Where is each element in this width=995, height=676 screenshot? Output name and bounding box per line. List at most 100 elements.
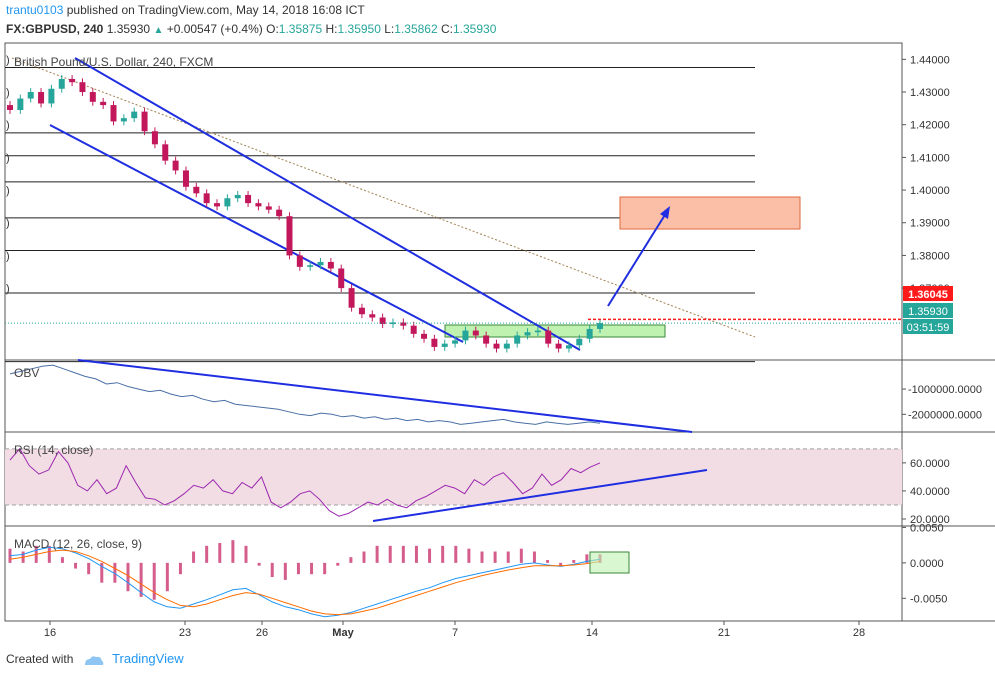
channel-lower-line [49, 124, 464, 343]
price-edge-tick: ) [6, 87, 10, 99]
candle-body [245, 194, 252, 204]
close-label: C: [441, 22, 453, 36]
candle-body [379, 317, 386, 325]
macd-histogram-bar [336, 562, 340, 566]
macd-histogram-bar [388, 545, 392, 563]
macd-histogram-bar [270, 562, 274, 578]
price-tick-label: 1.39000 [910, 218, 950, 230]
projection-arrow [607, 209, 669, 307]
candle-body [38, 92, 45, 104]
macd-histogram-bar [152, 562, 156, 600]
publish-text: published on TradingView.com, May 14, 20… [66, 3, 365, 17]
candle-body [338, 268, 345, 289]
target-zone-box [619, 196, 801, 230]
tradingview-link[interactable]: TradingView [112, 651, 184, 666]
time-tick-label: 16 [44, 627, 56, 639]
candle-body [586, 328, 593, 339]
footer: Created with TradingView [6, 651, 184, 666]
last-price-label: 1.35930 [908, 306, 948, 318]
price-edge-tick: ) [6, 218, 10, 230]
channel-upper-line [74, 57, 581, 351]
price-edge-tick: ) [6, 283, 10, 295]
time-tick-label: 14 [586, 627, 598, 639]
candle-body [545, 330, 552, 344]
candle-body [48, 88, 55, 104]
candle-body [110, 105, 117, 122]
candle-body [441, 343, 448, 347]
candle-body [576, 338, 583, 346]
price-pane-title: British Pound/U.S. Dollar, 240, FXCM [14, 55, 213, 69]
obv-tick-label: -1000000.0000 [908, 384, 982, 396]
macd-histogram-bar [454, 545, 458, 563]
symbol-bar: FX:GBPUSD, 240 1.35930 ▲ +0.00547 (+0.4%… [6, 22, 496, 36]
obv-trendline [77, 359, 693, 433]
candle-body [317, 261, 324, 266]
open-label: O: [266, 22, 279, 36]
candle-body [597, 323, 603, 329]
up-triangle-icon: ▲ [153, 25, 164, 36]
close-value: 1.35930 [453, 22, 497, 36]
macd-histogram-bar [493, 551, 497, 563]
signal-line [9, 549, 601, 616]
candle-body [27, 92, 34, 99]
candle-body [255, 203, 262, 207]
candle-body [565, 345, 572, 349]
trendline-dotted [11, 57, 756, 338]
candle-body [369, 314, 376, 318]
price-tick-label: 1.42000 [910, 120, 950, 132]
author-link[interactable]: trantu0103 [6, 3, 64, 17]
time-tick-label: 7 [452, 627, 458, 639]
macd-histogram-bar [126, 562, 130, 592]
candle-body [514, 335, 521, 344]
candle-body [224, 198, 231, 207]
countdown-label: 03:51:59 [907, 322, 950, 334]
macd-histogram-bar [283, 562, 287, 580]
candle-body [141, 111, 148, 132]
candle-body [296, 255, 303, 267]
time-tick-label: May [332, 627, 354, 639]
candle-body [17, 98, 24, 110]
candle-body [555, 343, 562, 349]
price-edge-tick: ) [6, 152, 10, 164]
macd-histogram-bar [296, 562, 300, 575]
macd-histogram-bar [428, 548, 432, 563]
macd-histogram-bar [100, 562, 104, 583]
time-tick-label: 26 [256, 627, 268, 639]
macd-histogram-bar [244, 545, 248, 563]
macd-histogram-bar [349, 557, 353, 563]
macd-histogram-bar [165, 562, 169, 592]
low-value: 1.35862 [394, 22, 438, 36]
candle-body [431, 338, 438, 347]
candle-body [79, 82, 86, 93]
macd-histogram-bar [323, 562, 327, 575]
macd-histogram-bar [467, 548, 471, 563]
candle-body [493, 343, 500, 349]
candle-body [307, 265, 314, 267]
candle-body [452, 340, 459, 344]
rsi-band [5, 448, 902, 505]
price-tick-label: 1.41000 [910, 152, 950, 164]
macd-line [9, 546, 601, 618]
macd-histogram-bar [401, 545, 405, 563]
candle-body [462, 330, 469, 341]
high-value: 1.35950 [337, 22, 381, 36]
macd-tick-label: 0.0050 [910, 522, 944, 534]
rsi-trendline [372, 469, 708, 522]
macd-histogram-bar [441, 545, 445, 563]
last-price-label-bg [903, 303, 953, 318]
price-edge-tick: ) [6, 54, 10, 66]
candle-body [151, 131, 158, 145]
obv-tick-label: -2000000.0000 [908, 409, 982, 421]
macd-histogram-bar [231, 540, 235, 563]
candle-body [358, 307, 365, 315]
macd-histogram-bar [362, 551, 366, 563]
price-edge-tick: ) [6, 185, 10, 197]
candle-body [7, 105, 13, 110]
candle-body [534, 330, 541, 333]
candle-body [524, 332, 531, 336]
created-with-text: Created with [6, 652, 74, 666]
rsi-tick-label: 20.0000 [910, 514, 950, 526]
macd-histogram-bar [375, 545, 379, 563]
macd-histogram-bar [87, 562, 91, 575]
